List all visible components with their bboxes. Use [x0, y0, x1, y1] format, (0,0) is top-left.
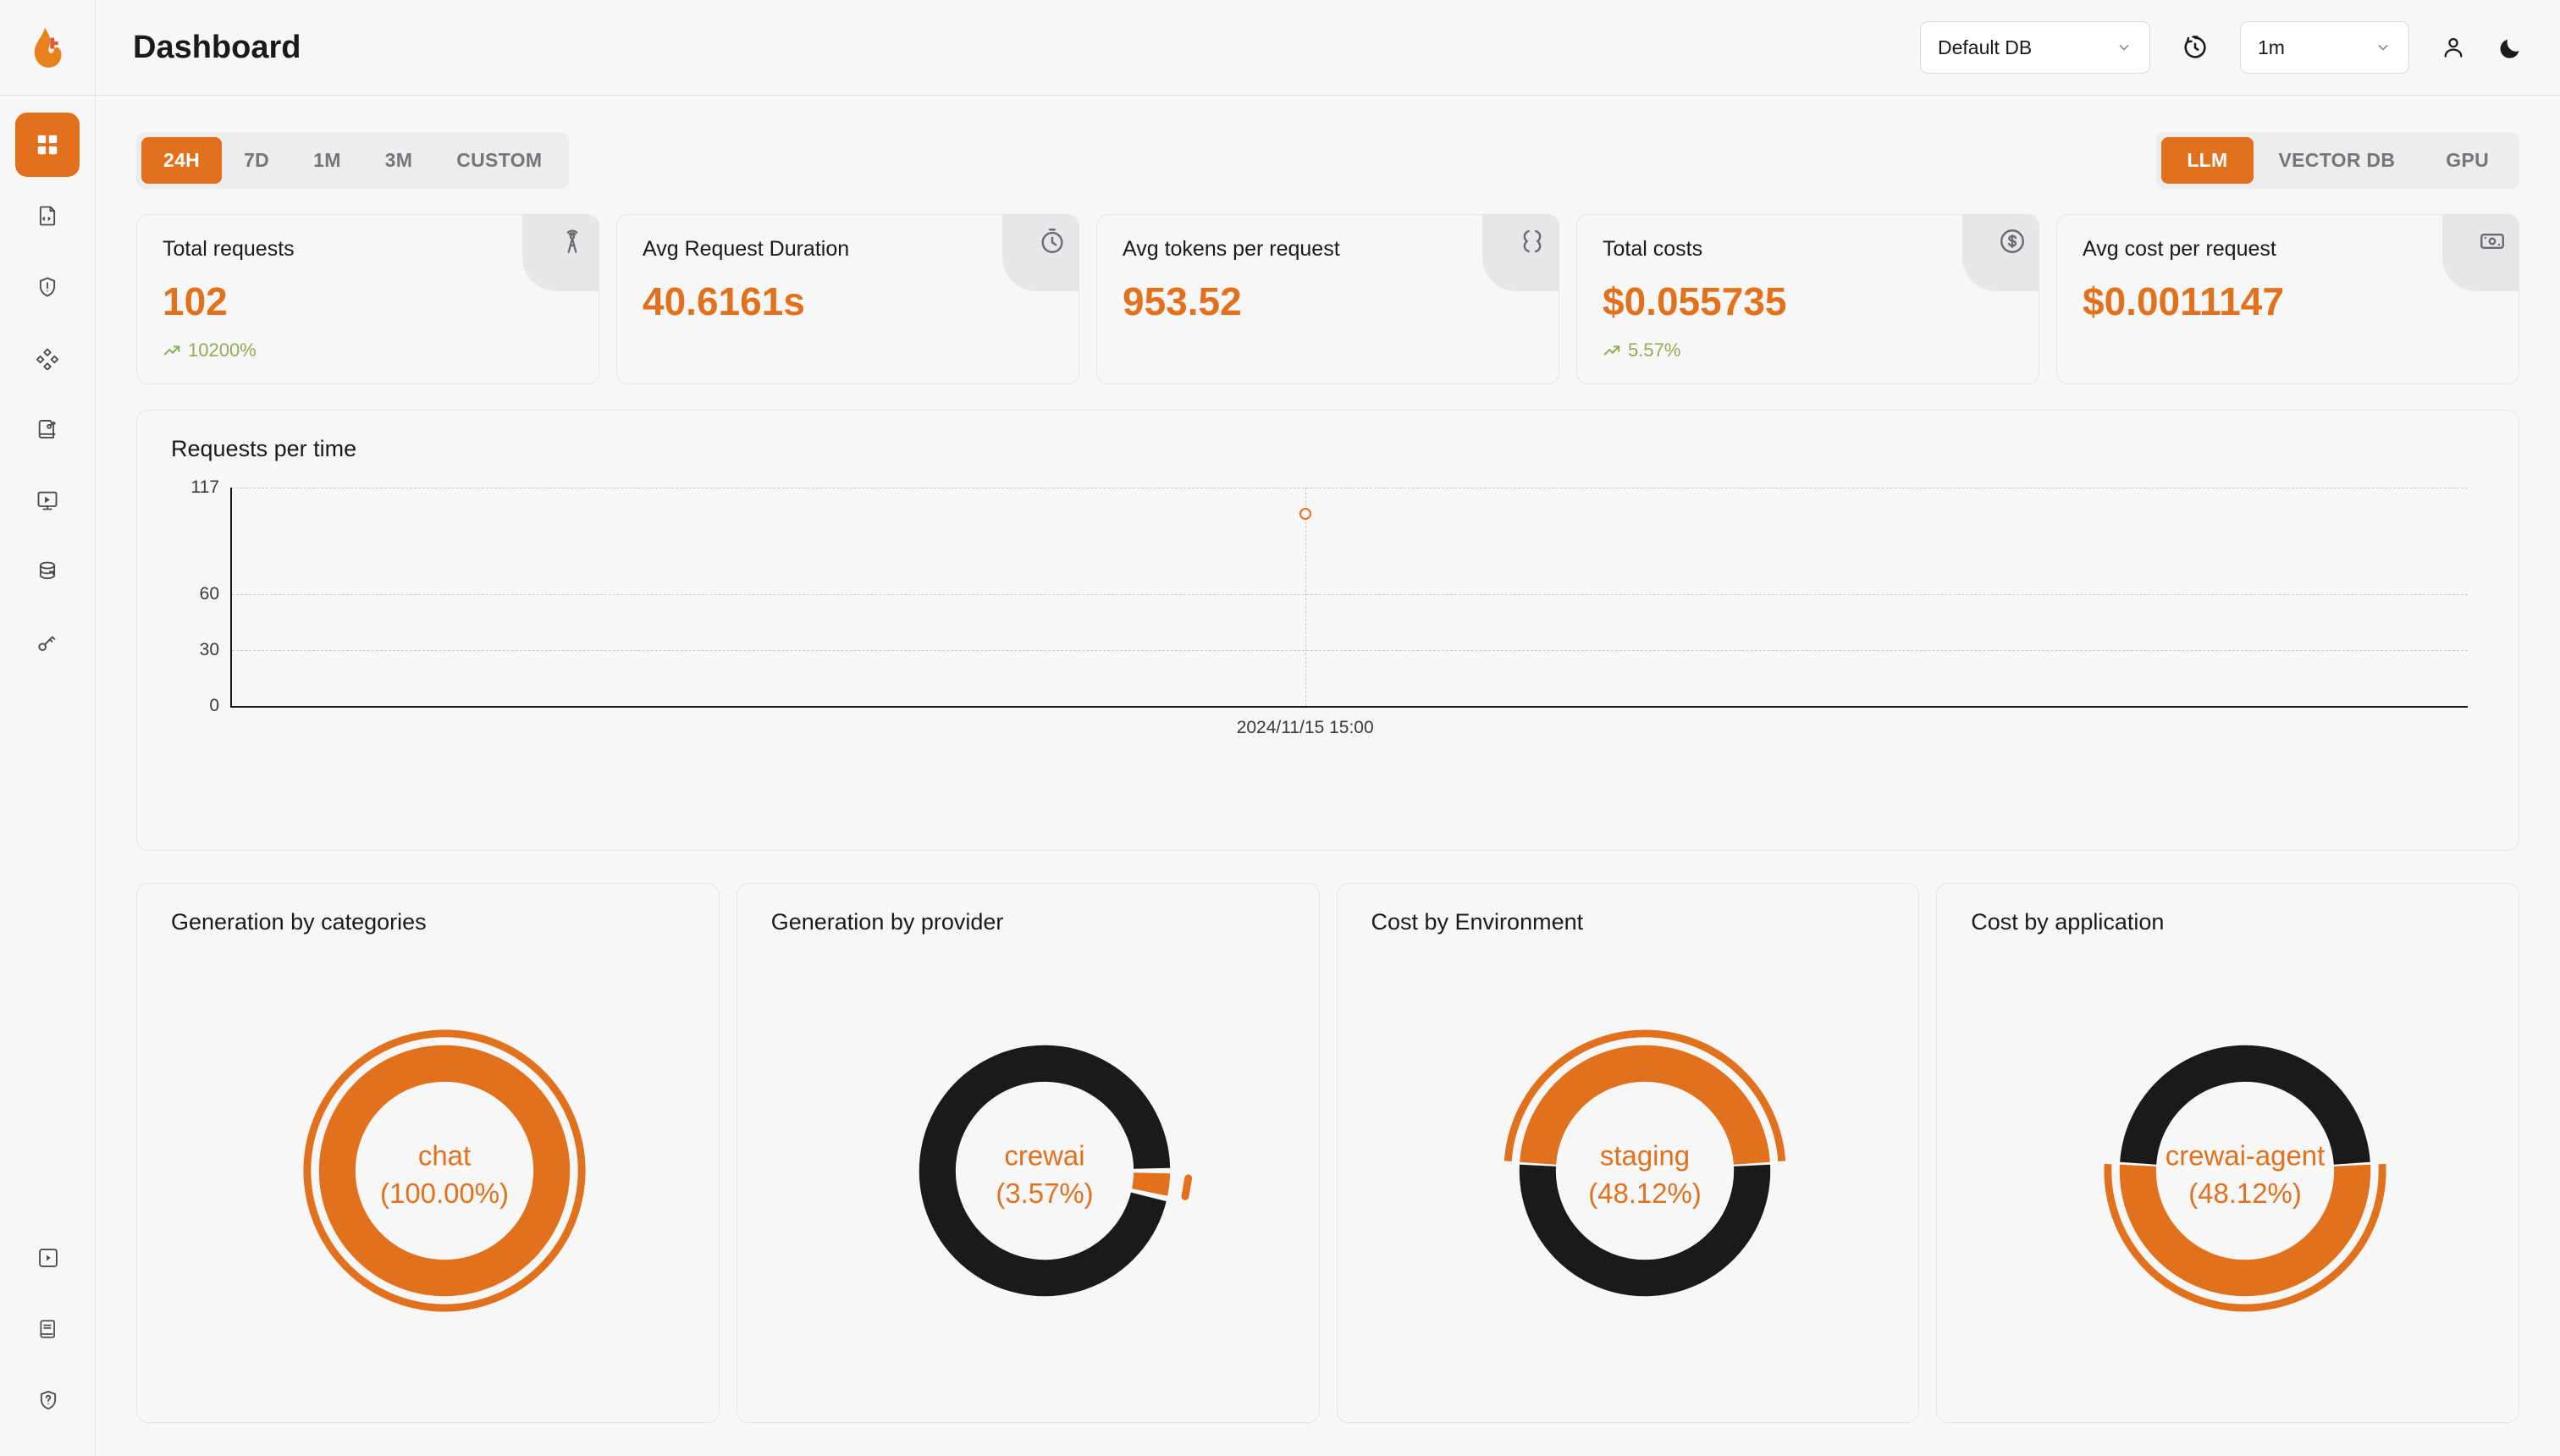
- svg-text:crewai-agent: crewai-agent: [2165, 1139, 2324, 1171]
- svg-text:(3.57%): (3.57%): [996, 1177, 1093, 1209]
- svg-text:(48.12%): (48.12%): [2188, 1177, 2302, 1209]
- svg-text:staging: staging: [1600, 1139, 1690, 1171]
- svg-text:chat: chat: [418, 1139, 471, 1171]
- svg-text:crewai: crewai: [1005, 1139, 1085, 1171]
- svg-text:(48.12%): (48.12%): [1588, 1177, 1702, 1209]
- svg-text:(100.00%): (100.00%): [380, 1177, 509, 1209]
